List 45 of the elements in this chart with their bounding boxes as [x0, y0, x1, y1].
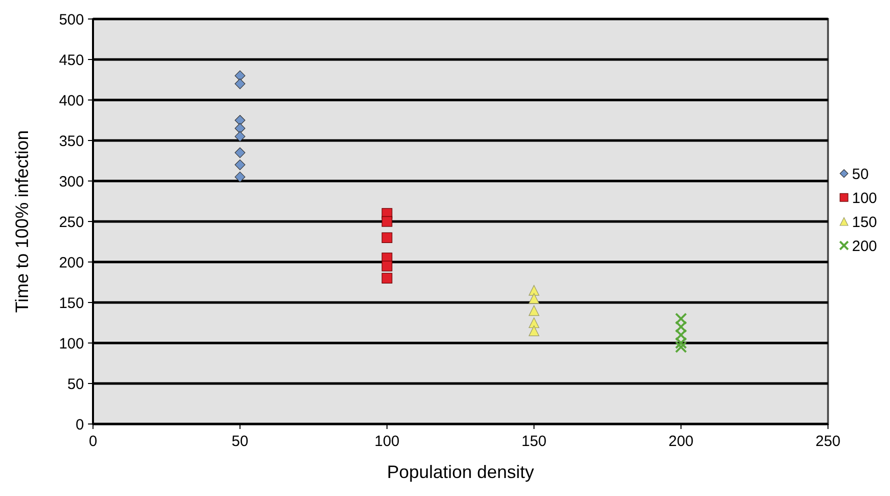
y-tick-label: 150: [58, 294, 84, 312]
legend-label: 200: [852, 238, 878, 255]
y-axis-title: Time to 100% infection: [12, 130, 32, 313]
point: [382, 216, 392, 227]
point: [234, 78, 246, 90]
point: [234, 147, 246, 158]
point: [528, 326, 540, 336]
point: [234, 123, 246, 134]
y-tick-label: 100: [58, 335, 84, 352]
x-tick-label: 100: [374, 433, 400, 450]
y-tick-label: 0: [76, 416, 84, 434]
point: [528, 285, 540, 296]
legend-label: 150: [852, 214, 878, 231]
point: [234, 172, 246, 182]
point: [675, 337, 687, 349]
point: [234, 131, 246, 142]
y-tick-label: 250: [58, 214, 84, 231]
point: [528, 317, 540, 328]
y-tick-label: 200: [58, 254, 84, 272]
x-tick-label: 200: [668, 433, 694, 450]
point: [382, 272, 392, 284]
point: [234, 70, 246, 81]
y-tick-label: 450: [58, 52, 84, 69]
y-tick-label: 400: [58, 92, 84, 110]
y-tick-label: 350: [58, 132, 84, 150]
y-tick-label: 500: [58, 11, 84, 28]
point: [675, 312, 687, 325]
x-tick-label: 0: [88, 433, 98, 450]
point: [675, 328, 687, 341]
point: [528, 293, 540, 304]
point: [675, 341, 687, 354]
y-tick-label: 300: [58, 173, 84, 190]
legend-label: 100: [852, 190, 878, 207]
point: [528, 305, 540, 316]
x-tick-label: 250: [815, 433, 841, 450]
x-axis-title: Population density: [386, 462, 534, 482]
x-tick-label: 50: [232, 433, 248, 450]
legend-label: 50: [852, 166, 869, 183]
y-tick-label: 50: [67, 376, 84, 393]
point: [234, 160, 246, 170]
point: [382, 232, 392, 243]
point: [675, 320, 687, 333]
point: [234, 114, 246, 126]
point: [382, 260, 392, 272]
x-tick-label: 150: [521, 433, 547, 450]
